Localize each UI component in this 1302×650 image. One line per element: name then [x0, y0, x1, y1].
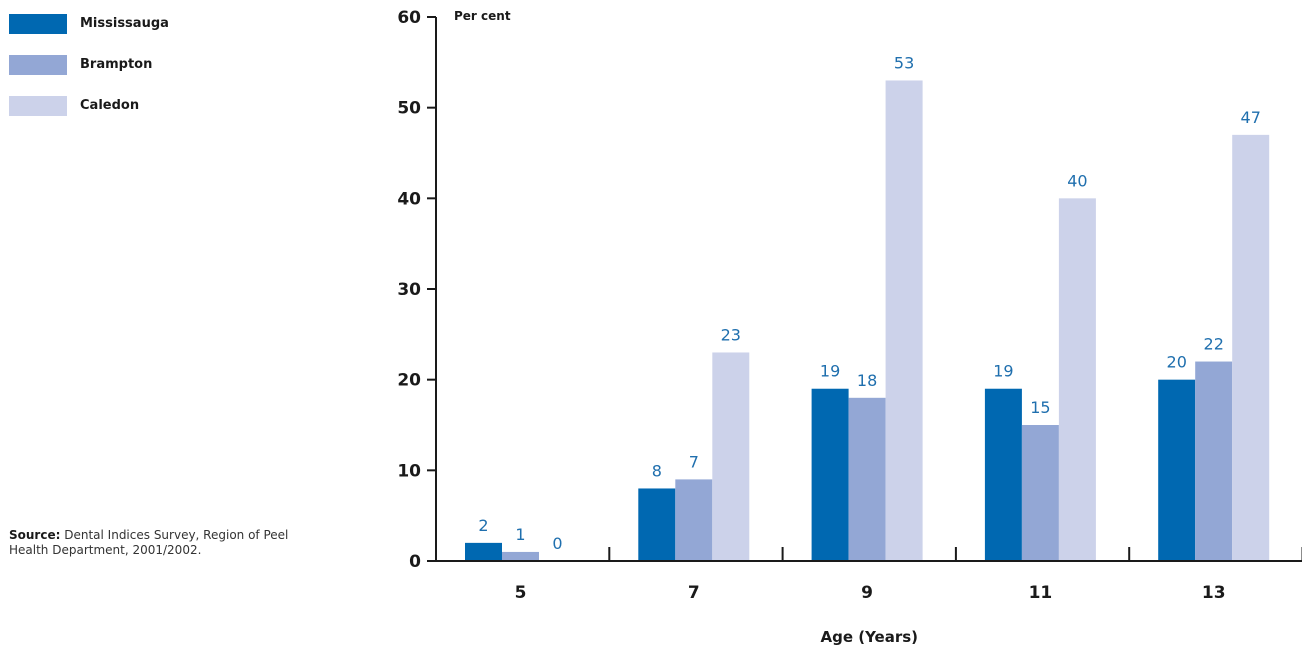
source-note: Source: Dental Indices Survey, Region of…: [9, 528, 309, 558]
bar: [1158, 379, 1196, 561]
y-tick-label: 30: [397, 280, 421, 300]
data-label: 2: [478, 516, 488, 535]
data-label: 15: [1030, 398, 1050, 417]
bar: [712, 352, 750, 561]
bar: [1232, 134, 1270, 561]
bar: [885, 80, 923, 561]
legend-label: Caledon: [80, 98, 140, 113]
data-label: 0: [552, 534, 562, 553]
bar: [502, 551, 539, 561]
bar: [984, 388, 1022, 561]
y-tick-label: 40: [397, 189, 421, 209]
data-label: 19: [993, 362, 1013, 381]
data-label: 19: [820, 362, 840, 381]
x-tick-label: 5: [515, 583, 527, 603]
legend-label: Mississauga: [80, 16, 169, 31]
data-label: 20: [1167, 353, 1187, 372]
source-text: Dental Indices Survey, Region of Peel He…: [9, 528, 289, 557]
bar: [1021, 425, 1059, 561]
bar: [638, 488, 676, 561]
y-tick-label: 0: [409, 552, 421, 572]
legend-swatch: [9, 14, 67, 34]
data-label: 18: [857, 371, 877, 390]
legend-swatch: [9, 55, 67, 75]
y-tick-label: 10: [397, 461, 421, 481]
y-axis-label: Per cent: [454, 9, 511, 23]
y-tick-label: 60: [397, 8, 421, 28]
x-tick-label: 11: [1029, 583, 1053, 603]
data-label: 1: [515, 525, 525, 544]
x-tick-label: 9: [861, 583, 873, 603]
data-label: 22: [1204, 335, 1224, 354]
data-label: 53: [894, 53, 914, 72]
x-tick-label: 7: [688, 583, 700, 603]
bar: [1195, 361, 1233, 561]
y-tick-label: 20: [397, 371, 421, 391]
data-label: 23: [721, 325, 741, 344]
data-label: 7: [689, 452, 699, 471]
bar: [675, 479, 713, 561]
bar: [465, 542, 502, 561]
y-tick-label: 50: [397, 99, 421, 119]
source-prefix: Source:: [9, 528, 61, 542]
bar: [811, 388, 849, 561]
data-label: 47: [1241, 108, 1261, 127]
data-label: 8: [652, 461, 662, 480]
legend-label: Brampton: [80, 57, 153, 72]
legend-swatch: [9, 96, 67, 116]
x-axis-label: Age (Years): [820, 628, 918, 646]
data-label: 40: [1067, 171, 1087, 190]
bar: [1058, 198, 1096, 562]
bar: [848, 397, 886, 561]
x-tick-label: 13: [1202, 583, 1226, 603]
